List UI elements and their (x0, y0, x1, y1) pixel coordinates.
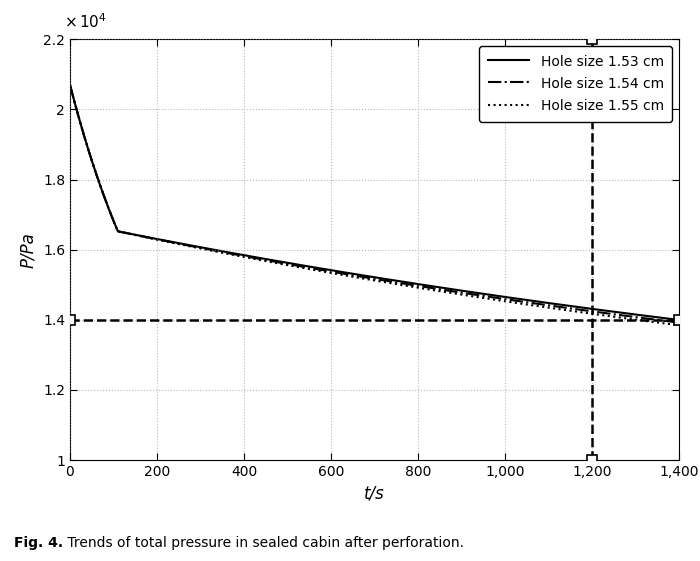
X-axis label: t/s: t/s (364, 485, 385, 503)
Text: Trends of total pressure in sealed cabin after perforation.: Trends of total pressure in sealed cabin… (63, 536, 464, 550)
Legend: Hole size 1.53 cm, Hole size 1.54 cm, Hole size 1.55 cm: Hole size 1.53 cm, Hole size 1.54 cm, Ho… (480, 46, 672, 122)
Hole size 1.54 cm (453, 288, 461, 295)
Hole size 1.55 cm (550, 305, 558, 312)
Hole size 1.53 cm (517, 296, 526, 302)
Hole size 1.54 cm (517, 298, 526, 305)
Hole size 1.54 cm (286, 261, 295, 268)
Hole size 1.53 cm (453, 287, 461, 293)
Hole size 1.54 cm (550, 303, 558, 310)
Text: $\times\,10^4$: $\times\,10^4$ (64, 12, 107, 31)
Line: Hole size 1.54 cm: Hole size 1.54 cm (70, 85, 679, 323)
Line: Hole size 1.53 cm: Hole size 1.53 cm (70, 85, 679, 320)
Hole size 1.53 cm (66, 81, 74, 88)
Hole size 1.55 cm (286, 263, 295, 269)
Hole size 1.55 cm (675, 322, 683, 329)
Hole size 1.55 cm (426, 286, 435, 293)
Hole size 1.55 cm (453, 291, 461, 297)
Hole size 1.53 cm (97, 183, 105, 190)
Text: Fig. 4.: Fig. 4. (14, 536, 63, 550)
Line: Hole size 1.55 cm: Hole size 1.55 cm (70, 85, 679, 325)
Hole size 1.53 cm (286, 260, 295, 266)
Hole size 1.55 cm (97, 183, 105, 190)
Hole size 1.53 cm (426, 283, 435, 289)
Hole size 1.54 cm (97, 183, 105, 190)
Y-axis label: P/Pa: P/Pa (20, 232, 38, 268)
Hole size 1.54 cm (675, 319, 683, 326)
Hole size 1.54 cm (66, 81, 74, 88)
Hole size 1.53 cm (675, 316, 683, 323)
Hole size 1.55 cm (517, 300, 526, 307)
Hole size 1.55 cm (66, 81, 74, 88)
Hole size 1.53 cm (550, 301, 558, 307)
Hole size 1.54 cm (426, 284, 435, 291)
